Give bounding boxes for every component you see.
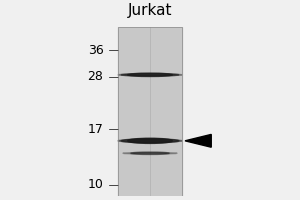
Ellipse shape xyxy=(118,74,182,76)
Text: 10: 10 xyxy=(88,178,103,191)
Bar xyxy=(118,27,182,196)
Ellipse shape xyxy=(121,139,179,143)
Ellipse shape xyxy=(131,152,169,154)
Ellipse shape xyxy=(128,73,172,77)
Ellipse shape xyxy=(118,139,182,142)
Polygon shape xyxy=(185,134,211,147)
Text: Jurkat: Jurkat xyxy=(128,3,172,18)
Ellipse shape xyxy=(123,153,177,154)
Ellipse shape xyxy=(121,73,179,76)
Text: 17: 17 xyxy=(88,123,103,136)
Ellipse shape xyxy=(128,138,172,143)
Text: 28: 28 xyxy=(88,70,103,83)
Text: 36: 36 xyxy=(88,44,103,57)
Bar xyxy=(118,27,182,196)
